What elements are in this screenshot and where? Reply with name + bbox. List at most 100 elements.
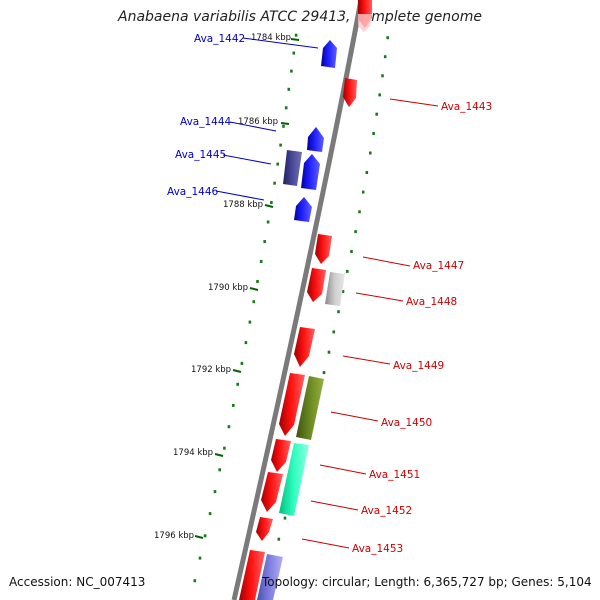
- leader-line-ava-1449: [342, 355, 391, 365]
- kbp-label-1790: 1790 kbp: [208, 283, 248, 293]
- gene-label-ava-1453[interactable]: Ava_1453: [352, 543, 403, 555]
- tick-dot-inner: [259, 260, 263, 263]
- gene-arrow-ava-1452[interactable]: [261, 472, 283, 512]
- gene-arrow-bottom[interactable]: [239, 550, 265, 600]
- tick-dot-inner: [282, 124, 285, 128]
- leader-line-ava-1448: [355, 292, 404, 302]
- leader-line-ava-1446: [215, 190, 265, 201]
- leader-line-ava-1452: [310, 500, 359, 511]
- leader-line-ava-1443: [389, 98, 439, 107]
- map-title: Anabaena variabilis ATCC 29413, complete…: [118, 9, 482, 25]
- tick-dot-outer: [386, 36, 389, 40]
- tick-dot-inner: [290, 69, 293, 73]
- tick-dot-outer: [358, 210, 361, 214]
- gene-arrow-ava-1451[interactable]: [271, 439, 291, 472]
- leader-line-ava-1442: [242, 37, 319, 49]
- gene-label-ava-1450[interactable]: Ava_1450: [381, 417, 432, 429]
- gene-label-ava-1447[interactable]: Ava_1447: [413, 260, 464, 272]
- tick-dot-inner: [198, 556, 202, 560]
- tick-dot-inner: [240, 361, 244, 365]
- kbp-tick-1796: [194, 535, 204, 539]
- kbp-tick-1790: [249, 287, 259, 291]
- tick-dot-inner: [279, 143, 282, 147]
- tick-dot-outer: [332, 330, 336, 334]
- gene-label-ava-1443[interactable]: Ava_1443: [441, 101, 492, 113]
- tick-dot-inner: [263, 240, 266, 244]
- tick-dot-outer: [350, 250, 353, 253]
- gene-arrow-ava-1450[interactable]: [279, 373, 305, 436]
- tick-dot-inner: [244, 341, 248, 345]
- gene-arrow-ava-1445[interactable]: [301, 154, 320, 190]
- tick-dot-inner: [208, 512, 212, 516]
- leader-line-ava-1447: [362, 256, 411, 267]
- tick-dot-inner: [276, 162, 279, 166]
- kbp-label-1796: 1796 kbp: [154, 531, 194, 541]
- gene-label-ava-1442[interactable]: Ava_1442: [194, 33, 245, 45]
- tick-dot-inner: [236, 382, 239, 386]
- tick-dot-outer: [283, 516, 287, 520]
- tick-dot-outer: [369, 151, 372, 155]
- gene-label-ava-1452[interactable]: Ava_1452: [361, 505, 412, 517]
- genome-summary-text: Topology: circular; Length: 6,365,727 bp…: [262, 575, 592, 589]
- gene-box-ava-1445[interactable]: [283, 150, 302, 186]
- gene-label-ava-1451[interactable]: Ava_1451: [369, 469, 420, 481]
- tick-dot-inner: [287, 87, 291, 91]
- accession-text: Accession: NC_007413: [9, 575, 146, 589]
- kbp-label-1784: 1784 kbp: [251, 33, 291, 43]
- tick-dot-outer: [375, 112, 378, 116]
- tick-dot-inner: [227, 425, 231, 429]
- gene-label-ava-1444[interactable]: Ava_1444: [180, 116, 232, 128]
- gene-label-ava-1445[interactable]: Ava_1445: [175, 149, 226, 161]
- gene-box-ava-1451[interactable]: [279, 443, 309, 516]
- leader-line-ava-1453: [301, 538, 350, 549]
- gene-arrow-ava-1449[interactable]: [294, 327, 315, 367]
- tick-dot-outer: [361, 190, 365, 194]
- leader-line-ava-1445: [222, 154, 272, 165]
- tick-dot-outer: [378, 93, 381, 97]
- tick-dot-outer: [354, 230, 357, 234]
- tick-dot-inner: [252, 300, 256, 304]
- leader-line-ava-1450: [330, 411, 379, 422]
- gene-arrow-ava-1444[interactable]: [307, 127, 324, 152]
- gene-box-ava-1450[interactable]: [296, 376, 324, 440]
- tick-dot-inner: [213, 490, 217, 494]
- tick-dot-inner: [256, 280, 259, 283]
- tick-dot-outer: [327, 350, 331, 354]
- tick-dot-outer: [372, 132, 375, 135]
- leader-line-ava-1444: [229, 121, 277, 132]
- tick-dot-inner: [292, 51, 296, 55]
- gene-box-bottom[interactable]: [257, 554, 283, 600]
- tick-dot-outer: [346, 269, 349, 273]
- gene-arrow-ava-1442[interactable]: [321, 40, 337, 68]
- tick-dot-inner: [284, 106, 288, 110]
- gene-box-ava-1448[interactable]: [325, 272, 345, 306]
- tick-dot-inner: [270, 201, 273, 204]
- genome-backbone: [231, 0, 364, 600]
- gene-arrow-ava-1448[interactable]: [307, 268, 326, 302]
- gene-arrow-ava-1453[interactable]: [256, 517, 273, 541]
- tick-dot-inner: [203, 534, 207, 538]
- kbp-label-1794: 1794 kbp: [173, 448, 213, 458]
- tick-dot-inner: [266, 220, 270, 224]
- kbp-tick-1786: [280, 122, 290, 125]
- kbp-tick-1794: [214, 453, 224, 457]
- kbp-label-1786: 1786 kbp: [238, 117, 278, 127]
- gene-label-ava-1448[interactable]: Ava_1448: [406, 296, 457, 308]
- tick-dot-inner: [193, 579, 197, 583]
- gene-arrow-ava-1447[interactable]: [315, 234, 332, 264]
- kbp-tick-1784: [290, 38, 300, 41]
- gene-label-ava-1446[interactable]: Ava_1446: [167, 186, 219, 198]
- leader-line-ava-1451: [319, 464, 367, 475]
- kbp-tick-1792: [232, 369, 242, 373]
- gene-arrow-ava-1446[interactable]: [294, 197, 312, 222]
- kbp-label-1788: 1788 kbp: [223, 200, 263, 210]
- tick-dot-outer: [365, 171, 369, 174]
- tick-dot-inner: [223, 446, 226, 450]
- kbp-tick-1788: [264, 204, 274, 208]
- gene-arrow-top-ghost: [358, 14, 372, 32]
- gene-label-ava-1449[interactable]: Ava_1449: [393, 360, 444, 372]
- gene-arrow-ava-1443[interactable]: [343, 78, 357, 107]
- tick-dot-inner: [273, 181, 276, 185]
- tick-dots-inner: [193, 33, 298, 583]
